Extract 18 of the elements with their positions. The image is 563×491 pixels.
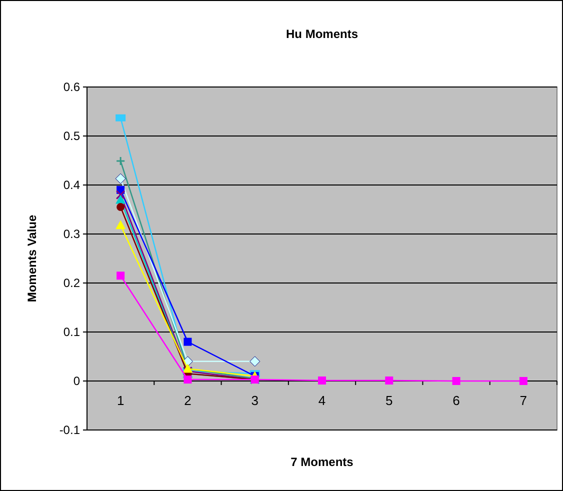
y-tick-label: 0.2: [63, 276, 80, 290]
y-tick-label: 0.3: [63, 227, 80, 241]
y-tick-label: 0.5: [63, 129, 80, 143]
x-tick-label: 5: [386, 393, 393, 408]
x-axis-title: 7 Moments: [290, 455, 354, 469]
x-tick-label: 6: [452, 393, 460, 408]
x-tick-label: 3: [251, 393, 258, 408]
y-tick-label: 0.6: [63, 80, 80, 94]
x-tick-label: 1: [116, 393, 124, 408]
x-tick-label: 7: [520, 393, 528, 408]
x-tick-label: 4: [318, 393, 326, 408]
y-tick-label: 0.1: [63, 325, 80, 339]
y-tick-label: 0.4: [63, 178, 80, 192]
y-tick-label: 0: [73, 374, 80, 388]
x-tick-label: 2: [184, 393, 192, 408]
y-axis-title: Moments Value: [25, 214, 39, 302]
chart-title: Hu Moments: [286, 27, 358, 41]
y-tick-label: -0.1: [59, 423, 80, 437]
